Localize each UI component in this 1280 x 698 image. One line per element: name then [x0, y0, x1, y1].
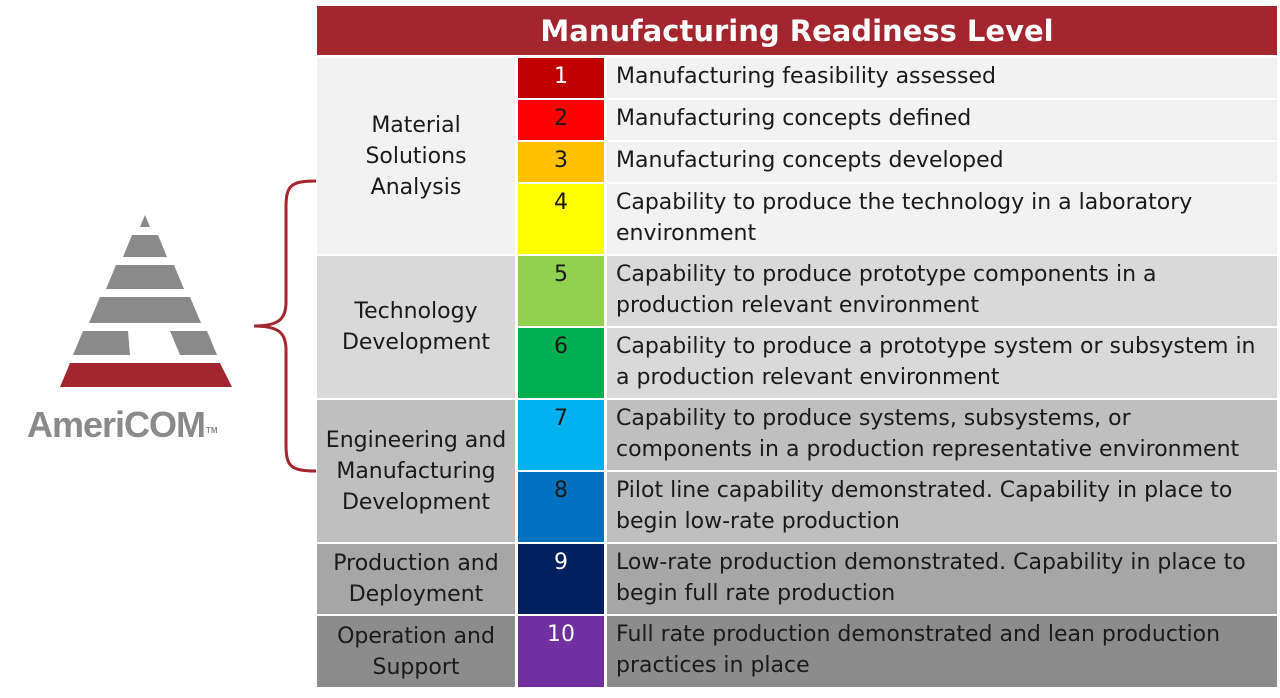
phase-label: Production and Deployment — [317, 544, 515, 614]
row-separator — [607, 614, 1277, 616]
brace-connector — [253, 179, 317, 473]
row-separator — [607, 542, 1277, 544]
americom-logo-icon — [60, 215, 232, 387]
level-description: Capability to produce a prototype system… — [616, 334, 1256, 390]
level-description: Capability to produce prototype componen… — [616, 262, 1157, 318]
phase-row-background — [607, 616, 1277, 687]
level-number: 9 — [518, 544, 604, 614]
phase-row-background — [607, 58, 1277, 254]
phase-label: Operation and Support — [317, 616, 515, 687]
level-number: 2 — [518, 100, 604, 140]
phase-label: Engineering and Manufacturing Developmen… — [317, 400, 515, 542]
level-description: Capability to produce the technology in … — [616, 190, 1193, 246]
level-description: Manufacturing feasibility assessed — [616, 64, 996, 89]
row-separator — [607, 140, 1277, 142]
level-description: Capability to produce systems, subsystem… — [616, 406, 1240, 462]
level-number: 6 — [518, 328, 604, 398]
brand-wordmark: AmeriCOMTM — [27, 404, 218, 445]
level-description: Manufacturing concepts developed — [616, 148, 1004, 173]
mrl-table: Manufacturing Readiness Level Material S… — [317, 6, 1277, 687]
level-number: 3 — [518, 142, 604, 182]
row-separator — [607, 98, 1277, 100]
level-number: 5 — [518, 256, 604, 326]
level-number: 1 — [518, 58, 604, 98]
phase-label: Material Solutions Analysis — [317, 58, 515, 254]
level-description: Full rate production demonstrated and le… — [616, 622, 1221, 678]
row-separator — [607, 470, 1277, 472]
phase-label: Technology Development — [317, 256, 515, 398]
row-separator — [607, 254, 1277, 256]
level-number: 7 — [518, 400, 604, 470]
level-description: Pilot line capability demonstrated. Capa… — [616, 478, 1233, 534]
level-number: 8 — [518, 472, 604, 542]
level-number: 10 — [518, 616, 604, 687]
level-description: Low-rate production demonstrated. Capabi… — [616, 550, 1246, 606]
table-title: Manufacturing Readiness Level — [317, 6, 1277, 55]
row-separator — [607, 326, 1277, 328]
row-separator — [607, 398, 1277, 400]
level-description: Manufacturing concepts defined — [616, 106, 972, 131]
row-separator — [607, 182, 1277, 184]
level-number: 4 — [518, 184, 604, 254]
phase-row-background — [607, 544, 1277, 614]
